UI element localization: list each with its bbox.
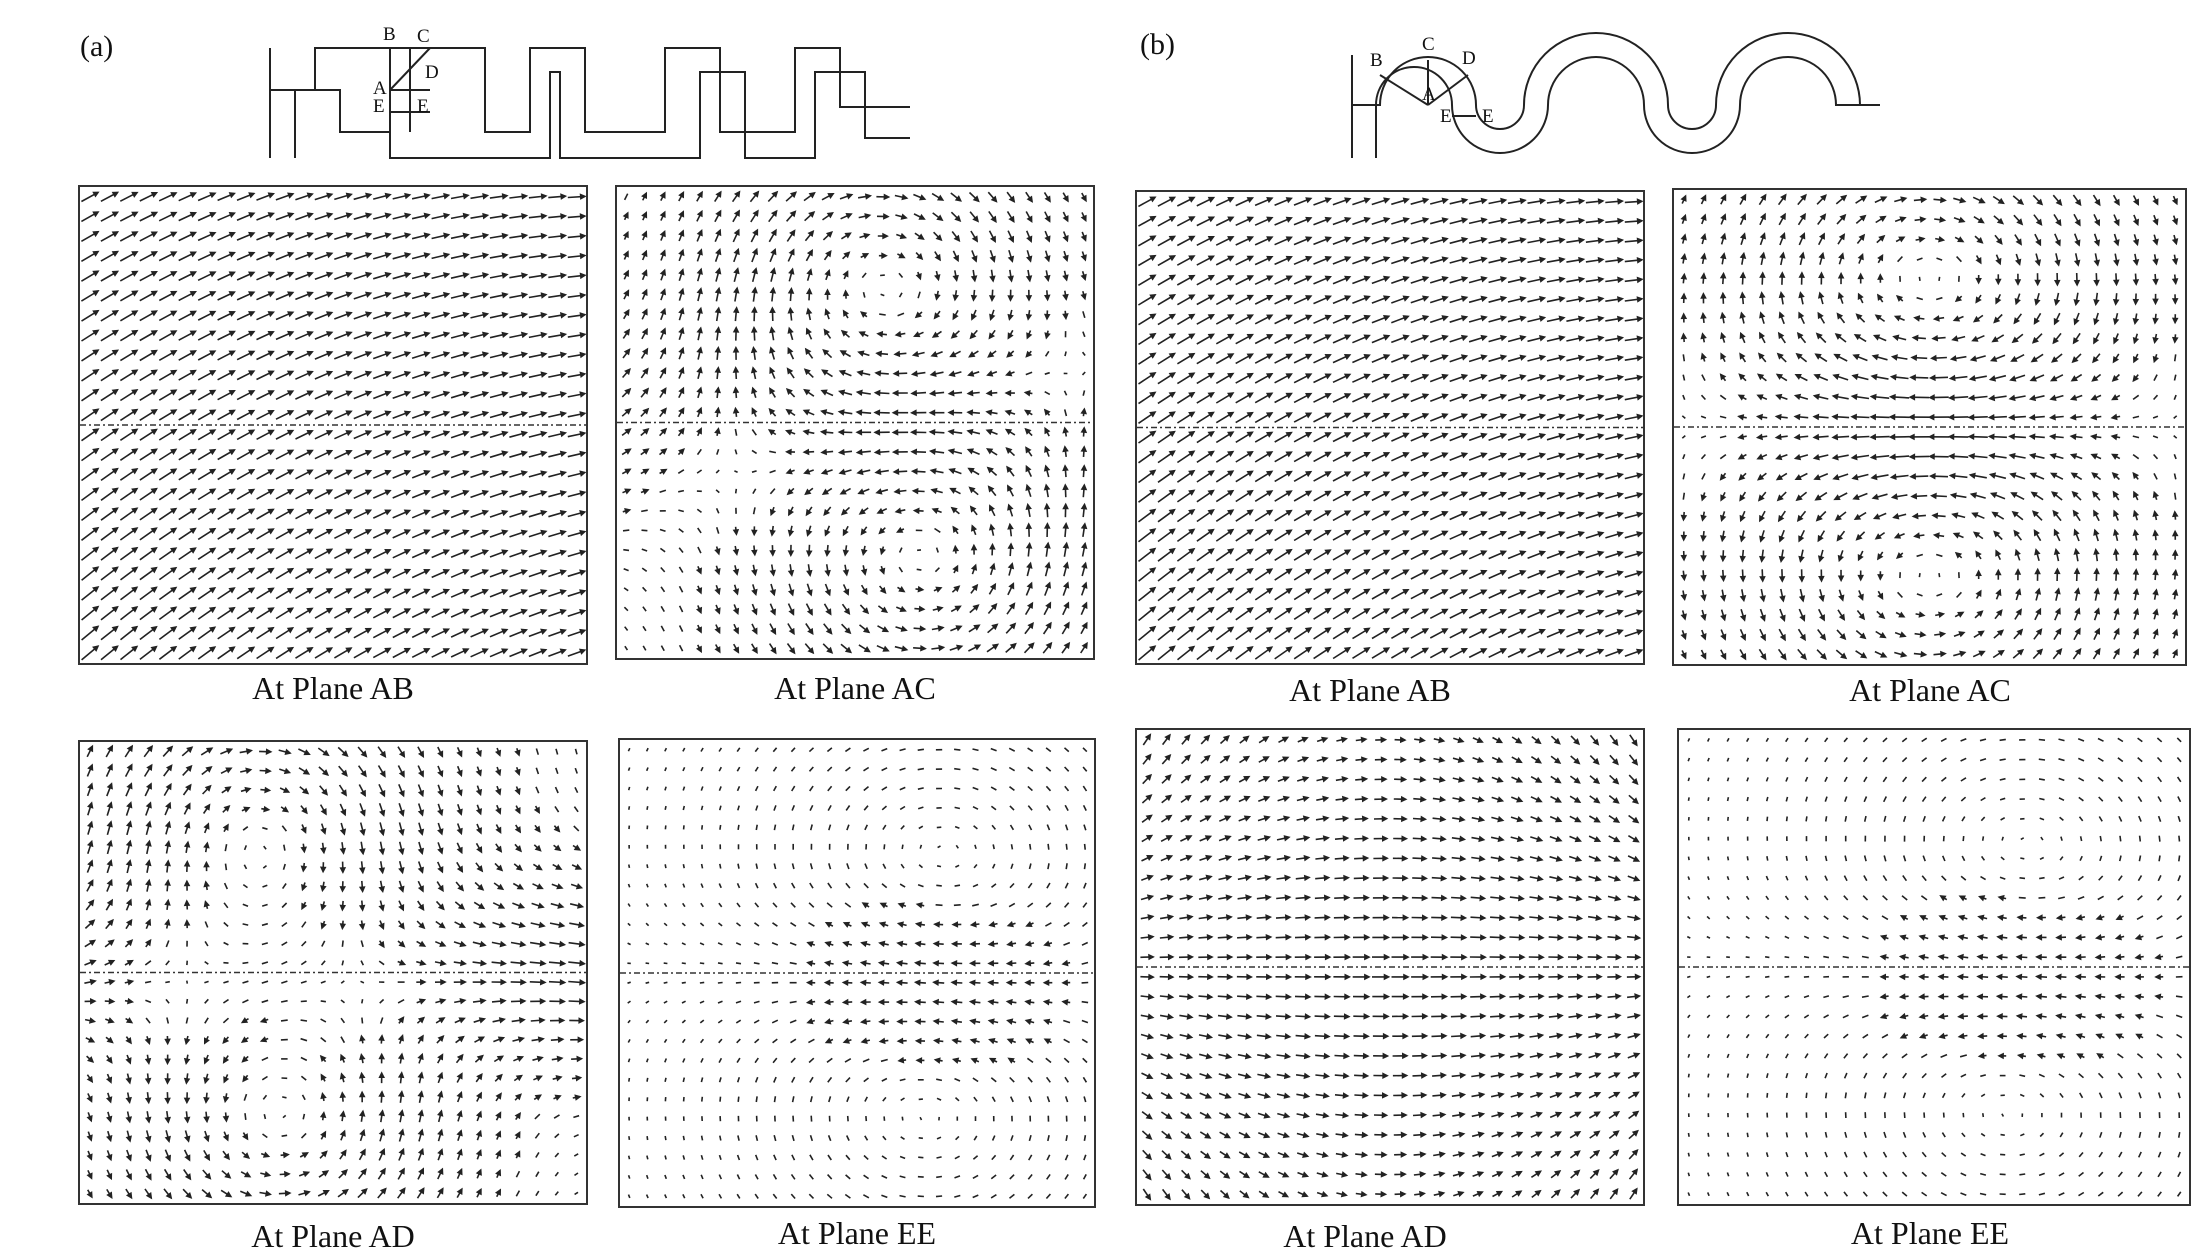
caption-a-ac: At Plane AC [774, 670, 936, 706]
schematic-a-point-a: A [373, 78, 387, 99]
vector-plot-a-ad [78, 740, 588, 1205]
vector-field [1137, 733, 1643, 1201]
vector-plot-a-ac [615, 185, 1095, 660]
vector-plot-b-ac [1672, 188, 2187, 666]
caption-b-ac: At Plane AC [1849, 672, 2011, 708]
vector-field [1679, 737, 2189, 1197]
schematic-b-point-b: B [1370, 50, 1383, 71]
caption-b-ad: At Plane AD [1283, 1218, 1447, 1254]
schematic-a-point-c: C [417, 26, 430, 47]
vector-field [1137, 196, 1643, 661]
vector-plot-a-ab [78, 185, 588, 665]
schematic-square-serpentine: B C D A E E [269, 24, 910, 159]
vector-field [80, 744, 586, 1200]
vector-plot-a-ee [618, 738, 1096, 1208]
schematic-b-point-d: D [1462, 48, 1476, 69]
vector-field [620, 747, 1094, 1200]
schematic-b-point-c: C [1422, 34, 1435, 55]
caption-a-ad: At Plane AD [251, 1218, 415, 1254]
schematic-a-point-b: B [383, 24, 396, 45]
schematic-b-point-e-right: E [1482, 106, 1494, 127]
schematic-a-point-e-left: E [373, 96, 385, 117]
schematic-curved-serpentine: B C D A E E [1351, 32, 1880, 158]
schematic-a-point-e-right: E [417, 96, 429, 117]
vector-plot-b-ee [1677, 728, 2191, 1206]
vector-field [1674, 193, 2185, 661]
vector-field [617, 190, 1093, 655]
schematic-b-point-a: A [1422, 84, 1436, 105]
panel-b-label: (b) [1140, 28, 1175, 61]
caption-b-ab: At Plane AB [1289, 672, 1451, 708]
panel-a-label: (a) [80, 30, 114, 63]
caption-a-ab: At Plane AB [252, 670, 414, 706]
vector-plot-b-ad [1135, 728, 1645, 1206]
caption-b-ee: At Plane EE [1850, 1215, 2010, 1251]
vector-field [80, 191, 586, 661]
schematic-b-point-e-left: E [1440, 106, 1452, 127]
schematic-a-point-d: D [425, 62, 439, 83]
vector-plot-b-ab [1135, 190, 1645, 665]
caption-a-ee: At Plane EE [777, 1215, 937, 1251]
